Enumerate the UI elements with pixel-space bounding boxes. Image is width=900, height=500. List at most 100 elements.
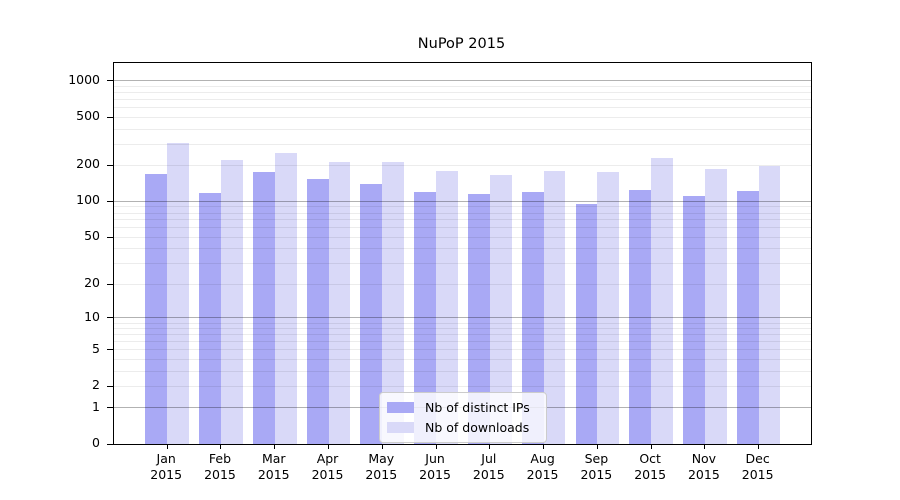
gridline-minor-800 xyxy=(114,92,811,94)
plot-area xyxy=(107,62,812,449)
x-tick-year: 2015 xyxy=(472,466,505,482)
y-tick-label-1000: 1000 xyxy=(68,71,100,87)
gridline-minor-700 xyxy=(114,99,811,101)
x-tick-month: Sep xyxy=(584,451,609,466)
gridline-minor-900 xyxy=(114,85,811,87)
x-tick-month: Aug xyxy=(530,451,555,466)
x-tick-year: 2015 xyxy=(526,466,559,482)
bar-downloads-jan xyxy=(167,143,189,444)
x-tick-feb xyxy=(220,444,222,449)
x-tick-label-apr: Apr 2015 xyxy=(296,451,360,482)
bar-downloads-may xyxy=(382,162,405,444)
x-tick-year: 2015 xyxy=(150,466,183,482)
y-tick-label-10: 10 xyxy=(84,308,100,324)
gridline-minor-400 xyxy=(114,128,811,130)
y-tick-0 xyxy=(107,443,113,445)
y-tick-label-1: 1 xyxy=(92,398,100,414)
y-tick-label-200: 200 xyxy=(76,156,100,172)
bar-downloads-jun xyxy=(436,170,458,444)
bar-distinct-ips-jan xyxy=(145,173,168,444)
x-tick-month: Apr xyxy=(316,451,339,466)
x-tick-month: Dec xyxy=(745,451,770,466)
x-tick-nov xyxy=(704,444,706,449)
x-tick-year: 2015 xyxy=(257,466,290,482)
x-tick-year: 2015 xyxy=(365,466,398,482)
x-tick-month: Nov xyxy=(691,451,717,466)
x-tick-label-feb: Feb 2015 xyxy=(188,451,252,482)
bar-downloads-oct xyxy=(651,157,673,444)
x-tick-dec xyxy=(758,444,760,449)
legend-label-distinct-ips: Nb of distinct IPs xyxy=(425,400,530,415)
bar-downloads-dec xyxy=(758,166,781,444)
legend-swatch-distinct-ips xyxy=(387,402,414,413)
bar-distinct-ips-sep xyxy=(575,203,598,444)
x-tick-month: Mar xyxy=(261,451,286,466)
x-tick-sep xyxy=(596,444,598,449)
y-tick-1000 xyxy=(107,80,113,82)
x-tick-month: Jan xyxy=(156,451,176,466)
x-tick-year: 2015 xyxy=(634,466,667,482)
y-tick-100 xyxy=(107,200,113,202)
y-tick-label-0: 0 xyxy=(92,435,100,450)
gridline-minor-500 xyxy=(114,116,811,118)
x-tick-jan xyxy=(166,444,168,449)
y-tick-2 xyxy=(107,385,113,387)
y-tick-label-50: 50 xyxy=(84,228,100,244)
bar-downloads-apr xyxy=(328,161,351,444)
x-tick-jul xyxy=(489,444,491,449)
x-tick-year: 2015 xyxy=(204,466,236,482)
y-tick-label-100: 100 xyxy=(76,192,100,208)
x-tick-label-mar: Mar 2015 xyxy=(242,451,306,482)
x-tick-label-aug: Aug 2015 xyxy=(511,451,575,482)
bar-downloads-feb xyxy=(220,160,243,444)
x-tick-oct xyxy=(650,444,652,449)
gridline-minor-200 xyxy=(114,164,811,166)
x-tick-apr xyxy=(328,444,329,449)
x-tick-year: 2015 xyxy=(741,466,774,482)
bar-distinct-ips-feb xyxy=(199,192,221,444)
x-tick-label-sep: Sep 2015 xyxy=(564,451,628,482)
x-tick-label-oct: Oct 2015 xyxy=(618,451,682,482)
bar-downloads-sep xyxy=(597,171,620,444)
bar-distinct-ips-oct xyxy=(629,190,652,444)
chart-title: NuPoP 2015 xyxy=(417,36,506,52)
gridline-minor-300 xyxy=(114,143,811,145)
bar-distinct-ips-dec xyxy=(736,191,759,444)
bar-downloads-nov xyxy=(704,168,727,444)
x-tick-label-jan: Jan 2015 xyxy=(134,451,198,482)
bar-distinct-ips-nov xyxy=(683,196,705,444)
legend-label-downloads: Nb of downloads xyxy=(425,420,530,435)
y-tick-label-2: 2 xyxy=(92,377,100,393)
x-tick-month: Jun xyxy=(425,451,445,466)
x-tick-may xyxy=(381,444,383,449)
x-tick-label-nov: Nov 2015 xyxy=(672,451,736,482)
x-tick-month: Jul xyxy=(481,451,497,466)
x-tick-month: Oct xyxy=(639,451,661,466)
bar-downloads-mar xyxy=(274,153,297,444)
x-tick-year: 2015 xyxy=(419,466,451,482)
y-tick-20 xyxy=(107,283,113,285)
x-tick-label-dec: Dec 2015 xyxy=(726,451,790,482)
x-tick-aug xyxy=(543,444,545,449)
bar-distinct-ips-may xyxy=(360,183,383,444)
bar-distinct-ips-aug xyxy=(521,191,544,444)
gridline-major-1000 xyxy=(114,80,811,82)
bar-distinct-ips-jul xyxy=(468,194,490,444)
x-tick-month: May xyxy=(368,451,395,466)
y-tick-1 xyxy=(107,407,113,409)
x-tick-jun xyxy=(435,444,437,449)
y-tick-200 xyxy=(107,164,113,166)
legend-item-downloads: Nb of downloads xyxy=(387,420,537,435)
legend-item-distinct-ips: Nb of distinct IPs xyxy=(387,400,537,415)
gridline-minor-600 xyxy=(114,107,811,109)
y-tick-50 xyxy=(107,236,113,238)
y-tick-500 xyxy=(107,116,113,118)
bar-distinct-ips-jun xyxy=(414,191,437,444)
y-tick-label-5: 5 xyxy=(92,340,100,356)
x-tick-year: 2015 xyxy=(580,466,613,482)
x-tick-label-jun: Jun 2015 xyxy=(403,451,467,482)
legend-swatch-downloads xyxy=(387,422,414,433)
x-tick-month: Feb xyxy=(208,451,232,466)
bar-distinct-ips-mar xyxy=(252,172,275,444)
